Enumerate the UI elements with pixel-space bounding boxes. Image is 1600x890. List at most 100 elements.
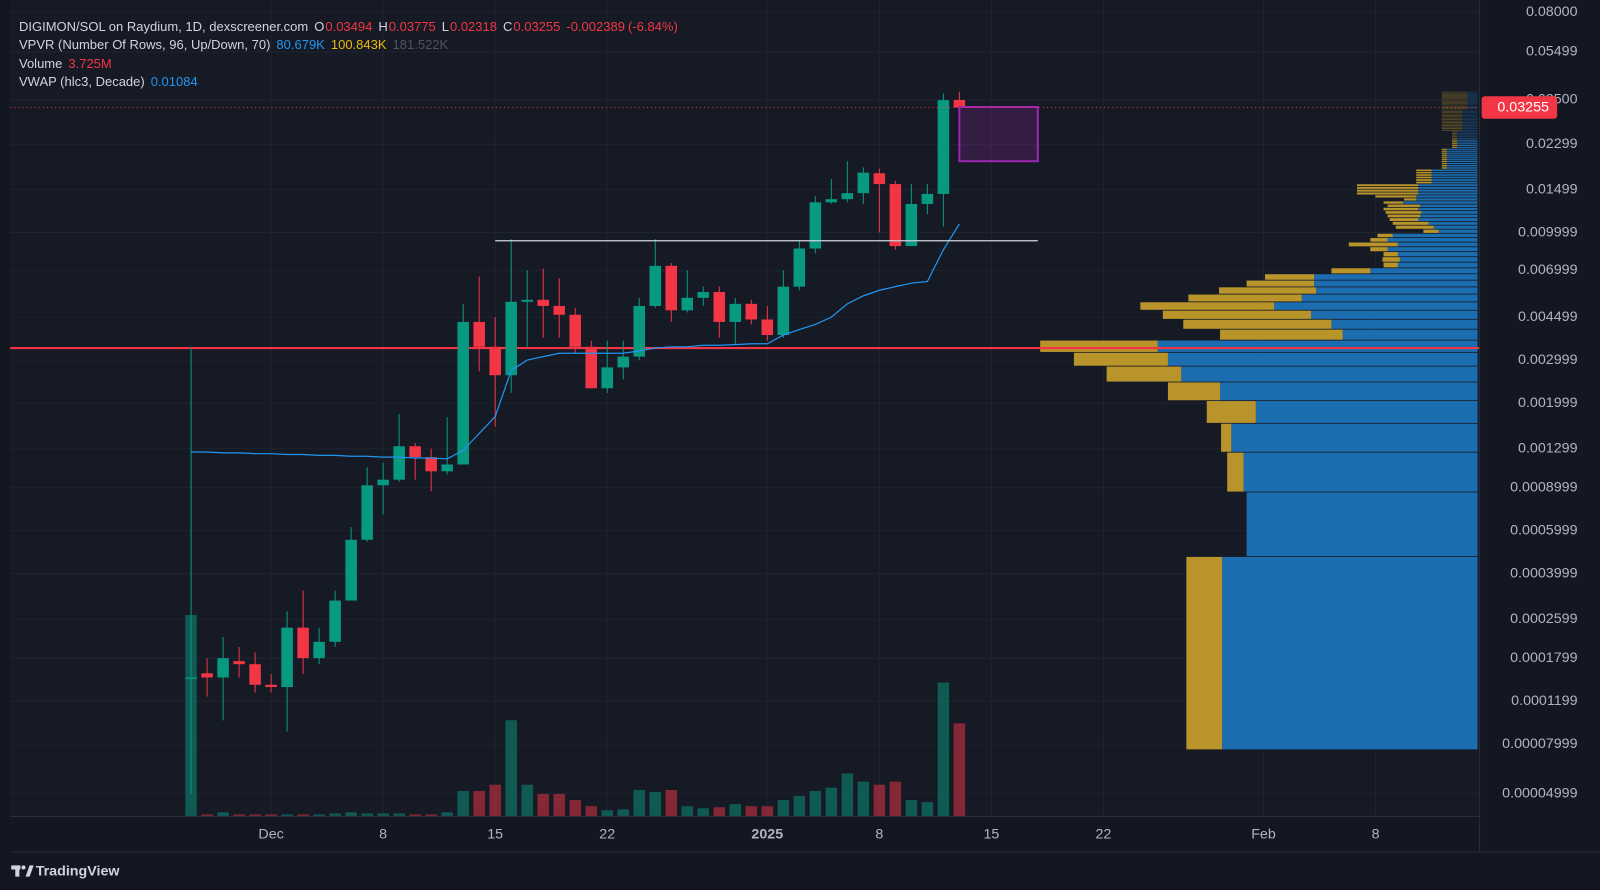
vpvr-down-bar: [1441, 122, 1463, 123]
vpvr-down-bar: [1441, 126, 1463, 128]
vwap-label: VWAP (hlc3, Decade): [19, 74, 145, 90]
vpvr-down-bar: [1441, 111, 1463, 112]
vpvr-up-bar: [1431, 174, 1478, 176]
volume-bar: [441, 812, 453, 817]
x-tick-label: 22: [599, 827, 615, 843]
x-tick-label: 8: [1372, 827, 1380, 843]
vpvr-down-bar: [1416, 171, 1432, 174]
vpvr-down-bar: [1385, 211, 1422, 214]
vpvr-up-bar: [1331, 319, 1478, 329]
vpvr-down-bar: [1188, 294, 1302, 302]
vpvr-up-bar: [1467, 91, 1478, 93]
volume-bar: [873, 784, 886, 817]
vpvr-down-bar: [1441, 128, 1463, 129]
volume-bar: [761, 806, 774, 817]
candle-body: [521, 299, 533, 302]
vpvr-down-bar: [1387, 204, 1421, 207]
logo-part: [21, 865, 26, 870]
volume-bar: [361, 813, 373, 817]
vpvr-up-bar: [1181, 366, 1478, 382]
candle-body: [409, 446, 421, 458]
y-tick-label: 0.001299: [1518, 441, 1578, 457]
change: -0.002389: [566, 19, 625, 34]
vpvr-up-bar: [1462, 109, 1478, 111]
vpvr-down-bar: [1441, 104, 1468, 106]
vpvr-down-bar: [1441, 119, 1463, 120]
x-tick-label: 2025: [751, 827, 783, 843]
vpvr-up-bar: [1446, 160, 1478, 163]
candle-body: [761, 319, 774, 336]
y-tick-label: 0.00007999: [1502, 736, 1577, 752]
vpvr-down-bar: [1441, 102, 1468, 103]
vpvr-up-bar: [1438, 229, 1478, 233]
vpvr-up-bar: [1462, 129, 1478, 131]
vpvr-up-bar: [1446, 150, 1478, 152]
vpvr-up-bar: [1433, 225, 1478, 229]
volume-bar: [377, 813, 389, 817]
candle-body: [297, 627, 309, 659]
ohlc-key: O: [314, 19, 325, 34]
candle-body: [905, 203, 918, 247]
vpvr-down-bar: [1441, 156, 1447, 158]
x-tick-label: 15: [487, 827, 503, 843]
logo-part: [15, 865, 20, 877]
volume-bar: [617, 809, 630, 817]
vpvr-up-bar: [1467, 100, 1478, 102]
ohlc-key: L: [441, 19, 449, 34]
vpvr-down-bar: [1403, 198, 1417, 201]
vpvr-down-bar: [1452, 137, 1458, 139]
vpvr-up-bar: [1255, 401, 1478, 423]
volume-bar: [665, 789, 678, 817]
vpvr-up-bar: [1457, 143, 1478, 145]
volume-bar: [393, 813, 405, 817]
legend: DIGIMON/SOL on Raydium, 1D, dexscreener.…: [19, 18, 678, 92]
logo-part: [25, 865, 34, 877]
volume-bar: [713, 807, 726, 817]
vpvr-up-bar: [1446, 152, 1478, 154]
y-tick-label: 0.08000: [1526, 4, 1578, 20]
vpvr-down-bar: [1356, 192, 1419, 195]
vpvr-up-bar: [1457, 145, 1478, 147]
volume-bar: [249, 814, 261, 817]
candle-body: [937, 100, 950, 194]
vpvr-up-bar: [1316, 287, 1478, 294]
candle-body: [569, 314, 581, 347]
vpvr-down-bar: [1073, 352, 1168, 366]
vpvr-down-bar: [1441, 98, 1468, 100]
vpvr-up-bar: [1222, 556, 1478, 750]
candle-body: [201, 673, 213, 678]
candle-body: [873, 173, 886, 185]
brand: TradingView: [36, 863, 121, 879]
vpvr-down-bar: [1452, 134, 1458, 136]
vpvr-down-bar: [1452, 146, 1458, 148]
vpvr-up-bar: [1457, 146, 1478, 148]
vpvr-up-bar: [1457, 139, 1478, 141]
candle-body: [537, 299, 549, 306]
vpvr-up-bar: [1418, 192, 1478, 195]
vpvr-up-bar: [1416, 198, 1478, 201]
ohlc-value: 0.03255: [513, 19, 561, 34]
vpvr-up-bar: [1462, 116, 1478, 118]
y-tick-label: 0.0002599: [1510, 611, 1578, 627]
candle-body: [729, 303, 742, 322]
candle-body: [425, 457, 437, 472]
candle-body: [665, 265, 678, 311]
legend-row: VPVR (Number Of Rows, 96, Up/Down, 70) 8…: [19, 36, 678, 54]
candle-body: [489, 346, 501, 376]
vpvr-down-bar: [1441, 96, 1468, 97]
candle-body: [777, 286, 790, 336]
vpvr-down-bar: [1441, 91, 1468, 93]
vpvr-up-bar: [1431, 181, 1478, 184]
candle-body: [249, 664, 261, 685]
vpvr-down-bar: [1441, 160, 1447, 163]
vpvr-up-bar: [1457, 137, 1478, 139]
vpvr-down-bar: [1441, 123, 1463, 125]
y-tick-label: 0.02299: [1526, 136, 1578, 152]
x-tick-label: 22: [1096, 827, 1112, 843]
vpvr-up-bar: [1392, 233, 1478, 238]
vpvr-up-bar: [1462, 115, 1478, 116]
candle-body: [185, 677, 197, 679]
vpvr-up-bar: [1420, 204, 1478, 207]
volume-bar: [329, 813, 341, 817]
